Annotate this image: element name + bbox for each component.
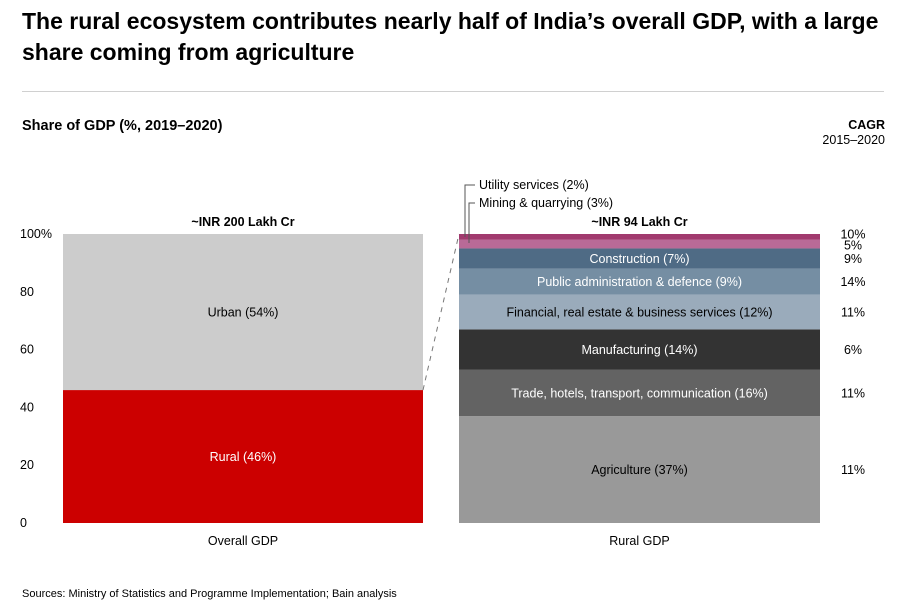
chart-subtitle: Share of GDP (%, 2019–2020) (22, 118, 223, 134)
y-tick-label: 100% (20, 227, 52, 241)
cagr-value: 5% (844, 239, 862, 253)
segment-label: Agriculture (37%) (591, 463, 688, 477)
y-tick-label: 0 (20, 516, 27, 530)
cagr-period: 2015–2020 (822, 133, 885, 147)
cagr-value: 9% (844, 252, 862, 266)
segment-label: Public administration & defence (9%) (537, 275, 742, 289)
callout-line (464, 184, 475, 237)
source-note: Sources: Ministry of Statistics and Prog… (22, 588, 397, 600)
segment-label: Construction (7%) (589, 252, 689, 266)
bar-segment (459, 234, 820, 240)
divider (22, 91, 884, 92)
y-tick-label: 60 (20, 343, 34, 357)
chart-title: The rural ecosystem contributes nearly h… (22, 8, 879, 65)
segment-label: Urban (54%) (208, 306, 279, 320)
bar-segment (459, 248, 820, 269)
callout-label: Utility services (2%) (479, 178, 589, 192)
cagr-value: 11% (841, 463, 865, 477)
y-tick-label: 20 (20, 458, 34, 472)
segment-label: Manufacturing (14%) (581, 343, 697, 357)
bar-segment (459, 294, 820, 330)
cagr-label: CAGR (848, 118, 885, 132)
bar-segment (459, 239, 820, 249)
x-axis-label: Overall GDP (208, 534, 278, 548)
cagr-value: 14% (840, 275, 865, 289)
cagr-header: CAGR 2015–2020 (822, 118, 885, 148)
bar-segment (459, 268, 820, 295)
segment-label: Financial, real estate & business servic… (506, 306, 772, 320)
y-tick-label: 40 (20, 400, 34, 414)
segment-label: Rural (46%) (210, 450, 277, 464)
cagr-value: 6% (844, 343, 862, 357)
bar-segment (459, 416, 820, 523)
x-axis-label: Rural GDP (609, 534, 669, 548)
callout-label: Mining & quarrying (3%) (479, 196, 613, 210)
cagr-value: 11% (841, 306, 865, 320)
bar-segment (63, 234, 423, 391)
cagr-value: 10% (840, 227, 865, 241)
y-tick-label: 80 (20, 285, 34, 299)
connector-line (422, 233, 460, 391)
bar-segment (459, 329, 820, 370)
callout-line (468, 202, 475, 243)
segment-label: Trade, hotels, transport, communication … (511, 386, 768, 400)
bar-segment (63, 390, 423, 523)
bar-total-label: ~INR 94 Lakh Cr (591, 215, 687, 229)
cagr-value: 11% (841, 386, 865, 400)
bar-segment (459, 369, 820, 417)
bar-total-label: ~INR 200 Lakh Cr (191, 215, 294, 229)
